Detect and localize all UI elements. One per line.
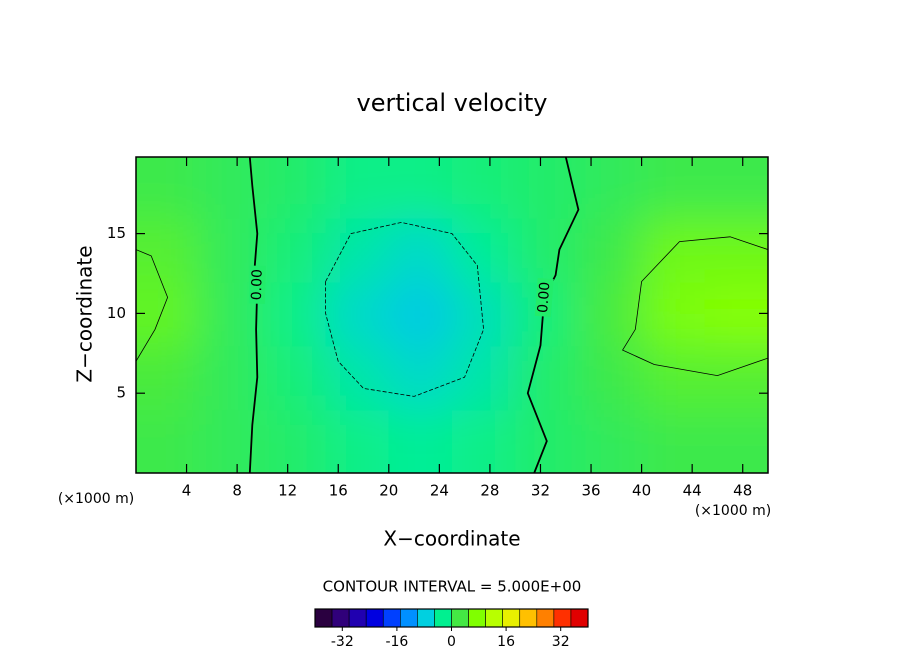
field-cell (136, 157, 201, 219)
contour-label: 0.00 (249, 269, 266, 301)
x-tick-label: 28 (480, 482, 499, 500)
colorbar-swatch (468, 608, 486, 628)
field-cell (325, 345, 390, 411)
field-cell (388, 281, 453, 347)
field-cell (578, 281, 643, 347)
field-cell (704, 281, 768, 347)
field-cell (388, 157, 453, 219)
colorbar-swatch (400, 608, 418, 628)
x-tick-label: 12 (278, 482, 297, 500)
field-cell (641, 409, 706, 473)
y-axis-label: Z−coordinate (73, 245, 97, 382)
x-tick-label: 36 (581, 482, 600, 500)
x-axis-label: X−coordinate (383, 527, 520, 551)
colorbar-swatch (536, 608, 555, 628)
field-cell (578, 345, 643, 411)
field-cells (136, 157, 768, 473)
colorbar-tick-label: 0 (447, 634, 456, 650)
field-cell (452, 281, 517, 347)
field-cell (262, 281, 327, 347)
field-cell (452, 409, 517, 473)
field-cell (641, 281, 706, 347)
annotation: CONTOUR INTERVAL = 5.000E+00 (323, 578, 582, 596)
colorbar-swatch (451, 608, 469, 628)
colorbar-swatch (417, 608, 435, 628)
contour-line (325, 221, 485, 397)
contours: 0.00 0.00 (136, 157, 768, 473)
contour-line (136, 249, 169, 362)
colorbar-tick-label: -32 (331, 634, 354, 650)
field-cell (641, 345, 706, 411)
field-cell (136, 217, 201, 283)
field-cell (325, 281, 390, 347)
colorbar-swatch (519, 608, 538, 628)
field-cell (325, 409, 390, 473)
field-cell (452, 157, 517, 219)
field-cell (704, 157, 768, 219)
field-cell (388, 345, 453, 411)
field-cell (199, 345, 264, 411)
field-cell (325, 217, 390, 283)
x-tick-label: 20 (379, 482, 398, 500)
y-tick-label: 5 (116, 384, 126, 402)
x-tick-label: 8 (232, 482, 242, 500)
field-cell (452, 345, 517, 411)
field-cell (515, 345, 580, 411)
colorbar-swatch (331, 608, 350, 628)
chart-title: vertical velocity (357, 89, 548, 117)
colorbar-swatch (485, 608, 503, 628)
field-cell (262, 157, 327, 219)
colorbar-tick-label: -16 (385, 634, 408, 650)
colorbar-swatch (314, 608, 333, 628)
x-unit-label: (×1000 m) (58, 491, 134, 507)
colorbar-swatch (365, 608, 384, 628)
field-cell (262, 217, 327, 283)
field-cell (325, 157, 390, 219)
colorbar-swatch (348, 608, 367, 628)
colorbar-swatch (434, 608, 452, 628)
field-cell (136, 281, 201, 347)
x-tick-label: 44 (683, 482, 702, 500)
field-cell (704, 345, 768, 411)
colorbar-swatch (553, 608, 572, 628)
field (136, 157, 768, 473)
x-tick-label: 16 (329, 482, 348, 500)
contour-label-bg (534, 277, 554, 318)
field-cell (452, 217, 517, 283)
field-cell (704, 409, 768, 473)
field-cell (704, 217, 768, 283)
contour-label-bg (248, 265, 266, 304)
field-cell (578, 217, 643, 283)
x-tick-label: 24 (430, 482, 449, 500)
field-cell (388, 217, 453, 283)
x-tick-label: 40 (632, 482, 651, 500)
colorbar-swatch (382, 608, 401, 628)
field-cell (136, 409, 201, 473)
field-cell (641, 157, 706, 219)
field-cell (641, 217, 706, 283)
colorbar-tick-label: 16 (497, 634, 515, 650)
x-tick-label: 32 (531, 482, 550, 500)
field-cell (262, 345, 327, 411)
x-unit-label: (×1000 m) (695, 503, 771, 519)
colorbar-swatch (502, 608, 521, 628)
field-cell (136, 345, 201, 411)
colorbar-tick-label: 32 (552, 634, 570, 650)
x-tick-label: 4 (182, 482, 192, 500)
colorbar-swatch (570, 608, 589, 628)
field-cell (262, 409, 327, 473)
plot-frame (135, 156, 769, 474)
field-cell (578, 157, 643, 219)
x-tick-label: 48 (733, 482, 752, 500)
field-cell (578, 409, 643, 473)
contour-label: 0.00 (535, 281, 553, 313)
contour-line (622, 236, 768, 377)
y-tick-label: 15 (107, 224, 126, 242)
y-tick-label: 10 (107, 304, 126, 322)
field-cell (388, 409, 453, 473)
